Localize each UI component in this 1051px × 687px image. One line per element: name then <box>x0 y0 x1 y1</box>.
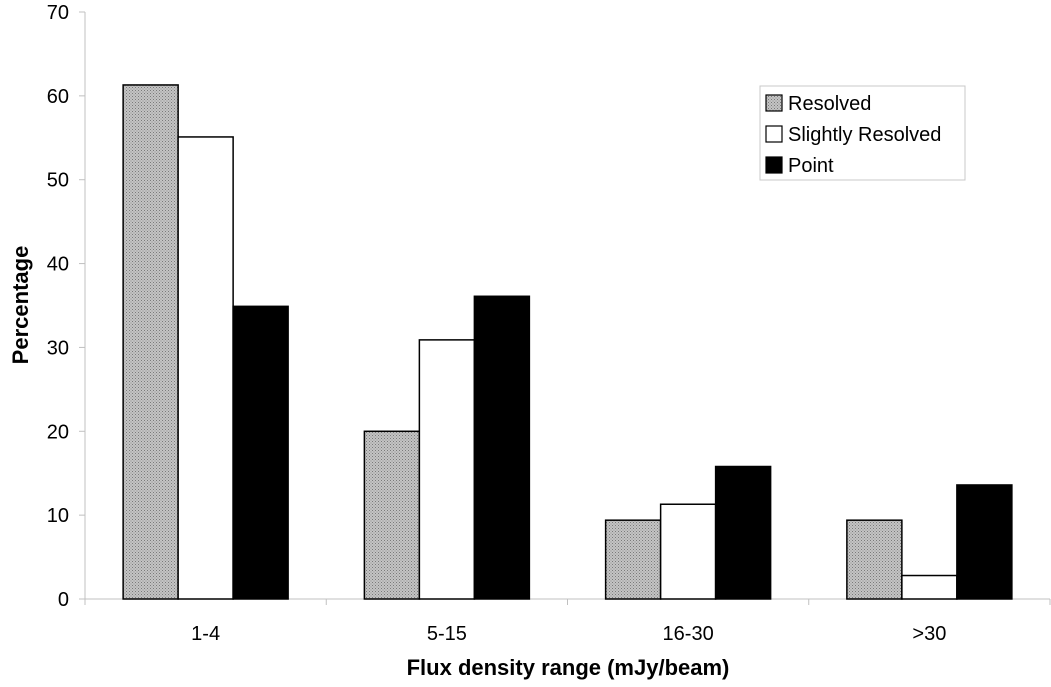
bar-slightly-resolved-3 <box>901 574 958 600</box>
bar-resolved-2 <box>604 519 662 600</box>
y-ticks: 0 10 20 30 40 50 60 70 <box>47 2 85 611</box>
x-tick-label: 5-15 <box>427 623 467 645</box>
bar-slightly-resolved-1 <box>418 339 476 600</box>
bar-slightly-resolved-0 <box>177 136 234 600</box>
legend-swatch <box>765 94 783 112</box>
y-tick-label: 10 <box>47 505 69 527</box>
x-ticks: 1-4 5-15 16-30 >30 <box>84 599 1051 645</box>
legend-items: Resolved Slightly Resolved Point <box>765 93 941 177</box>
bar-point-3 <box>956 484 1013 600</box>
bar-resolved-3 <box>846 519 903 600</box>
y-tick-label: 50 <box>47 170 69 192</box>
bar-point-2 <box>714 465 772 600</box>
bar-point-1 <box>473 295 531 600</box>
x-tick-label: 1-4 <box>191 623 220 645</box>
x-axis-title: Flux density range (mJy/beam) <box>407 655 730 680</box>
legend-label: Resolved <box>788 93 871 115</box>
axes: 0 10 20 30 40 50 60 70 1-4 5-15 16-30 >30 <box>47 2 1051 645</box>
y-tick-label: 0 <box>58 589 69 611</box>
legend-label: Slightly Resolved <box>788 124 941 146</box>
y-tick-label: 30 <box>47 337 69 359</box>
legend-box <box>759 85 966 181</box>
y-tick-label: 20 <box>47 421 69 443</box>
bar-point-0 <box>232 305 289 600</box>
y-tick-label: 60 <box>47 86 69 108</box>
legend-swatch <box>765 156 783 174</box>
legend-swatch <box>765 125 783 143</box>
bar-resolved-1 <box>363 430 421 600</box>
legend: Resolved Slightly Resolved Point <box>759 85 966 181</box>
x-tick-label: >30 <box>912 623 946 645</box>
x-tick-label: 16-30 <box>663 623 714 645</box>
bar-resolved-0 <box>122 84 179 600</box>
y-tick-label: 40 <box>47 254 69 276</box>
bars <box>122 84 1013 600</box>
y-tick-label: 70 <box>47 2 69 24</box>
bar-slightly-resolved-2 <box>659 503 717 600</box>
legend-label: Point <box>788 155 834 177</box>
y-axis-title: Percentage <box>8 246 33 365</box>
